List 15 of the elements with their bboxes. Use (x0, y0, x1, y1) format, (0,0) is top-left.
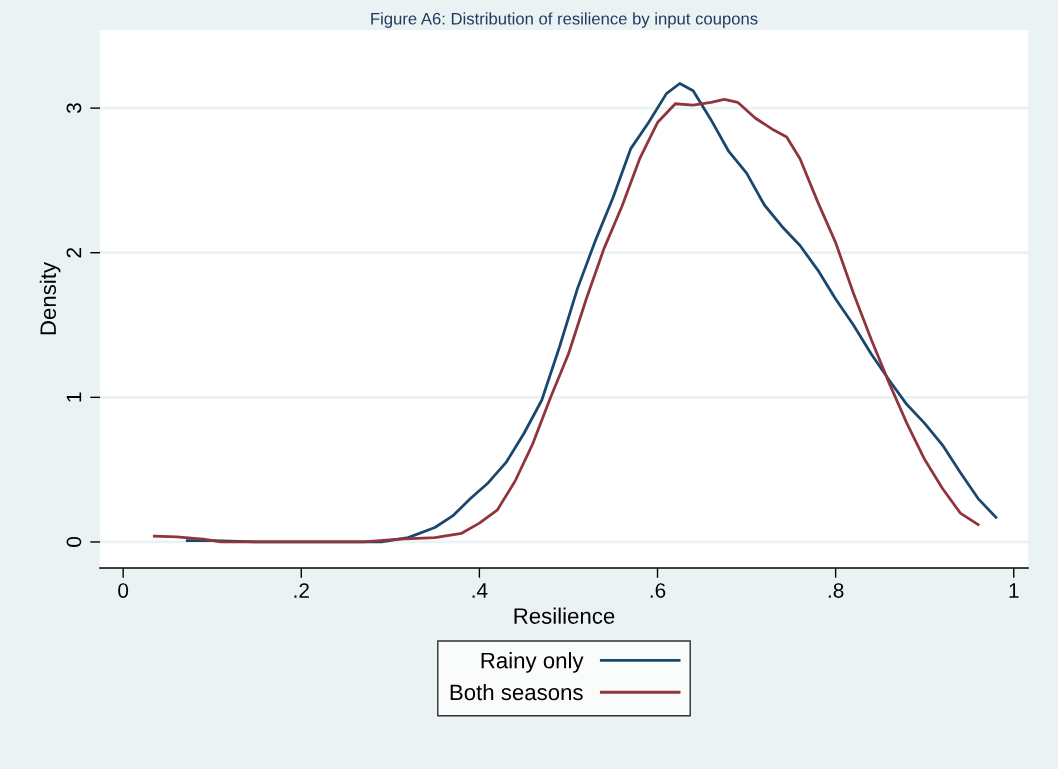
y-axis-title: Density (39, 261, 61, 335)
x-axis-title: Resilience (514, 607, 615, 624)
x-tick-label: 0 (118, 583, 129, 598)
x-tick-label: .4 (472, 583, 488, 598)
legend-label: Rainy only (481, 652, 584, 673)
chart-title: Figure A6: Distribution of resilience by input coupons (371, 12, 758, 28)
y-tick-label: 1 (66, 392, 82, 402)
x-tick-label: .2 (294, 583, 309, 598)
y-tick-label: 0 (66, 536, 82, 547)
x-tick-label: 1 (1009, 583, 1019, 598)
y-tick-label: 2 (66, 247, 82, 258)
legend-label: Both seasons (450, 683, 583, 701)
x-tick-label: .6 (650, 583, 666, 598)
x-tick-label: .8 (828, 583, 844, 598)
y-tick-label: 3 (66, 103, 82, 114)
